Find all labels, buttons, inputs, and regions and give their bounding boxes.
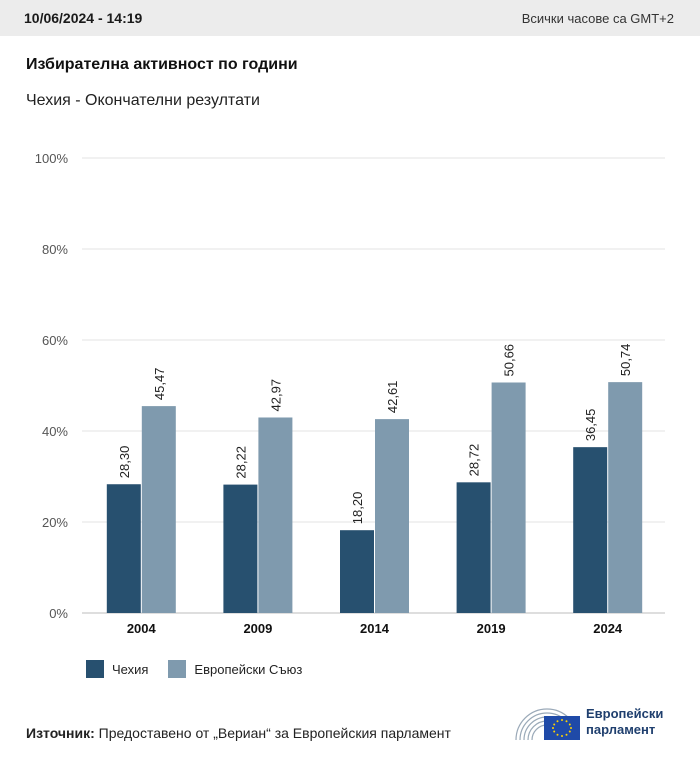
bar-czechia-2004 [106,484,141,613]
bar-eu-2024 [608,382,643,613]
bar-czechia-2024 [573,447,608,613]
parliament-hemicycle-icon [515,708,580,741]
bar-czechia-2009 [223,484,258,613]
legend-swatch-czechia [86,660,104,678]
legend-item-eu: Европейски Съюз [168,660,302,678]
legend-label-eu: Европейски Съюз [194,661,303,677]
y-tick-label: 100% [35,151,69,166]
y-tick-label: 0% [49,606,68,621]
y-tick-label: 20% [42,515,68,530]
data-label: 45,47 [152,368,167,401]
x-tick-label: 2014 [360,621,390,636]
legend-item-czechia: Чехия [86,660,148,678]
bar-czechia-2019 [456,482,491,613]
y-tick-label: 60% [42,333,68,348]
y-tick-label: 80% [42,242,68,257]
x-tick-label: 2019 [477,621,506,636]
bar-eu-2004 [141,406,176,613]
data-label: 42,61 [385,381,400,414]
legend-label-czechia: Чехия [112,661,149,677]
data-label: 28,30 [117,446,132,479]
european-parliament-logo[interactable]: Европейски парламент [514,700,684,744]
bar-eu-2019 [491,382,526,613]
x-tick-label: 2009 [243,621,272,636]
logo-text: Европейски парламент [586,706,663,738]
data-label: 28,22 [233,446,248,479]
data-label: 18,20 [350,492,365,525]
data-label: 50,66 [502,344,517,377]
bar-eu-2009 [258,417,293,613]
chart-subtitle: Чехия - Окончателни резултати [26,92,260,109]
timezone-note: Всички часове са GMT+2 [521,10,674,26]
source-label: Източник: [26,725,95,741]
logo-text-line1: Европейски [586,706,664,721]
logo-text-line2: парламент [586,722,656,737]
datetime: 10/06/2024 - 14:19 [24,10,143,26]
chart-title: Избирателна активност по години [26,56,298,73]
data-label: 36,45 [583,409,598,442]
bar-eu-2014 [375,419,409,613]
source-note: Източник: Предоставено от „Вериан“ за Ев… [26,725,451,741]
data-label: 50,74 [618,344,633,377]
data-label: 28,72 [467,444,482,477]
bar-czechia-2014 [340,530,374,613]
data-label: 42,97 [268,379,283,412]
y-tick-label: 40% [42,424,68,439]
x-tick-label: 2024 [593,621,623,636]
chart-legend: Чехия Европейски Съюз [86,660,302,678]
top-bar: 10/06/2024 - 14:19 Всички часове са GMT+… [0,0,700,36]
turnout-bar-chart: 0% 20% 40% 60% 80% 100% 28,30 45,47 2004 28,22 42,… [35,151,665,636]
legend-swatch-eu [168,660,187,678]
source-text: Предоставено от „Вериан“ за Европейския … [94,725,451,741]
x-tick-label: 2004 [127,621,157,636]
